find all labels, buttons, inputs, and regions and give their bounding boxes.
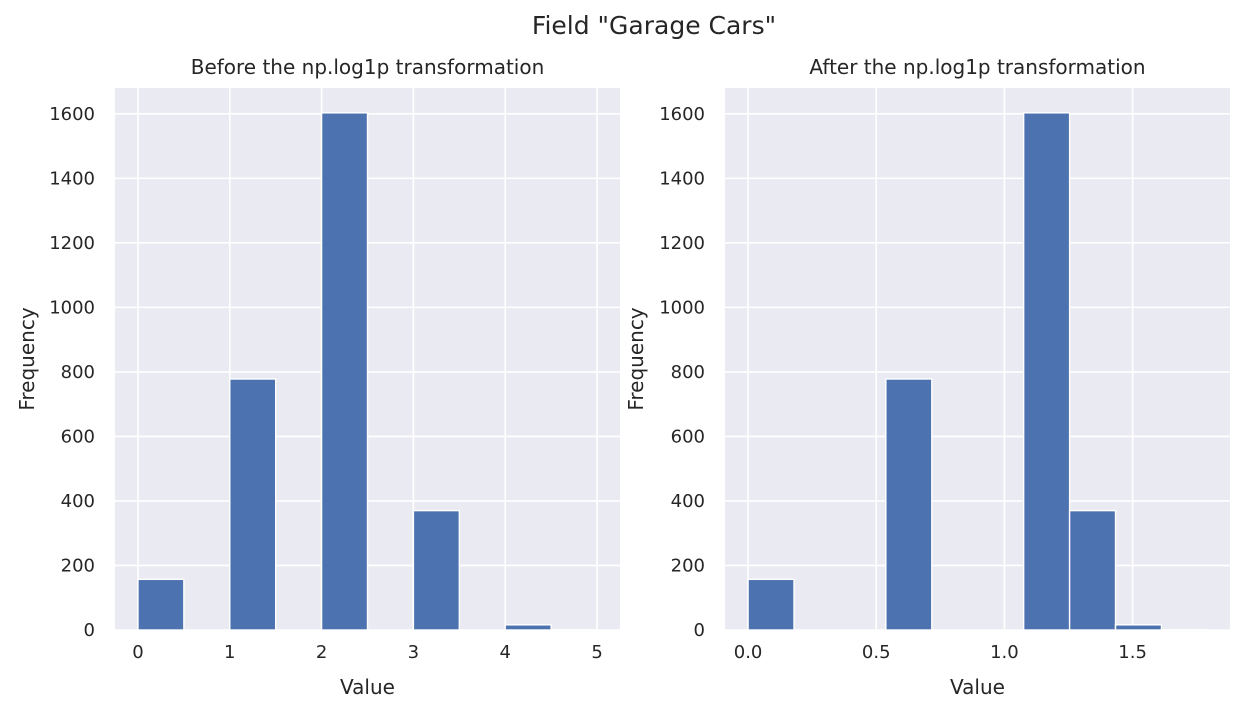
y-tick-label: 1000 — [659, 297, 705, 318]
y-tick-label: 200 — [61, 555, 95, 576]
x-tick-label: 1.5 — [1118, 642, 1147, 663]
y-tick-label: 800 — [671, 362, 705, 383]
histogram-bar — [320, 112, 369, 631]
y-tick-label: 1200 — [49, 233, 95, 254]
histogram-bar — [504, 624, 552, 631]
x-tick-label: 0.0 — [734, 642, 763, 663]
y-axis-label: Frequency — [624, 307, 648, 410]
y-tick-label: 1400 — [659, 168, 705, 189]
x-tick-label: 0.5 — [862, 642, 891, 663]
x-tick-label: 1 — [224, 642, 235, 663]
histogram-bar — [412, 509, 461, 631]
y-tick-label: 600 — [671, 426, 705, 447]
y-tick-label: 1400 — [49, 168, 95, 189]
y-tick-label: 400 — [61, 491, 95, 512]
x-tick-label: 0 — [132, 642, 143, 663]
y-tick-label: 1000 — [49, 297, 95, 318]
plot-area — [725, 88, 1230, 630]
y-tick-label: 800 — [61, 362, 95, 383]
histogram-bar — [1022, 112, 1071, 631]
y-tick-label: 0 — [694, 620, 705, 641]
y-tick-label: 1600 — [659, 104, 705, 125]
y-axis-label: Frequency — [15, 307, 39, 410]
histogram-after: 0.0 0.5 1.0 1.5 0 200 400 600 800 1000 1200 1400 160… — [624, 55, 1230, 699]
histogram-bar — [137, 578, 185, 631]
histogram-bar — [885, 378, 933, 631]
y-tick-label: 1200 — [659, 233, 705, 254]
axes-title: After the np.log1p transformation — [809, 55, 1145, 79]
y-tick-label: 600 — [61, 426, 95, 447]
histogram-bar — [1114, 624, 1163, 631]
axes-title: Before the np.log1p transformation — [191, 55, 545, 79]
x-tick-label: 1.0 — [990, 642, 1019, 663]
x-tick-label: 5 — [591, 642, 602, 663]
figure-suptitle: Field "Garage Cars" — [532, 11, 776, 40]
x-axis-label: Value — [340, 675, 395, 699]
x-axis-label: Value — [950, 675, 1005, 699]
histogram-bar — [1068, 509, 1117, 631]
y-tick-label: 1600 — [49, 104, 95, 125]
histogram-bar — [747, 578, 795, 631]
histogram-bar — [229, 378, 277, 631]
histogram-before: 0 1 2 3 4 5 0 200 400 600 800 1000 1200 1400 1600 Befor… — [15, 55, 620, 699]
x-tick-label: 3 — [408, 642, 419, 663]
y-tick-label: 200 — [671, 555, 705, 576]
x-tick-label: 4 — [500, 642, 511, 663]
y-tick-label: 0 — [84, 620, 95, 641]
y-tick-label: 400 — [671, 491, 705, 512]
x-tick-label: 2 — [316, 642, 327, 663]
